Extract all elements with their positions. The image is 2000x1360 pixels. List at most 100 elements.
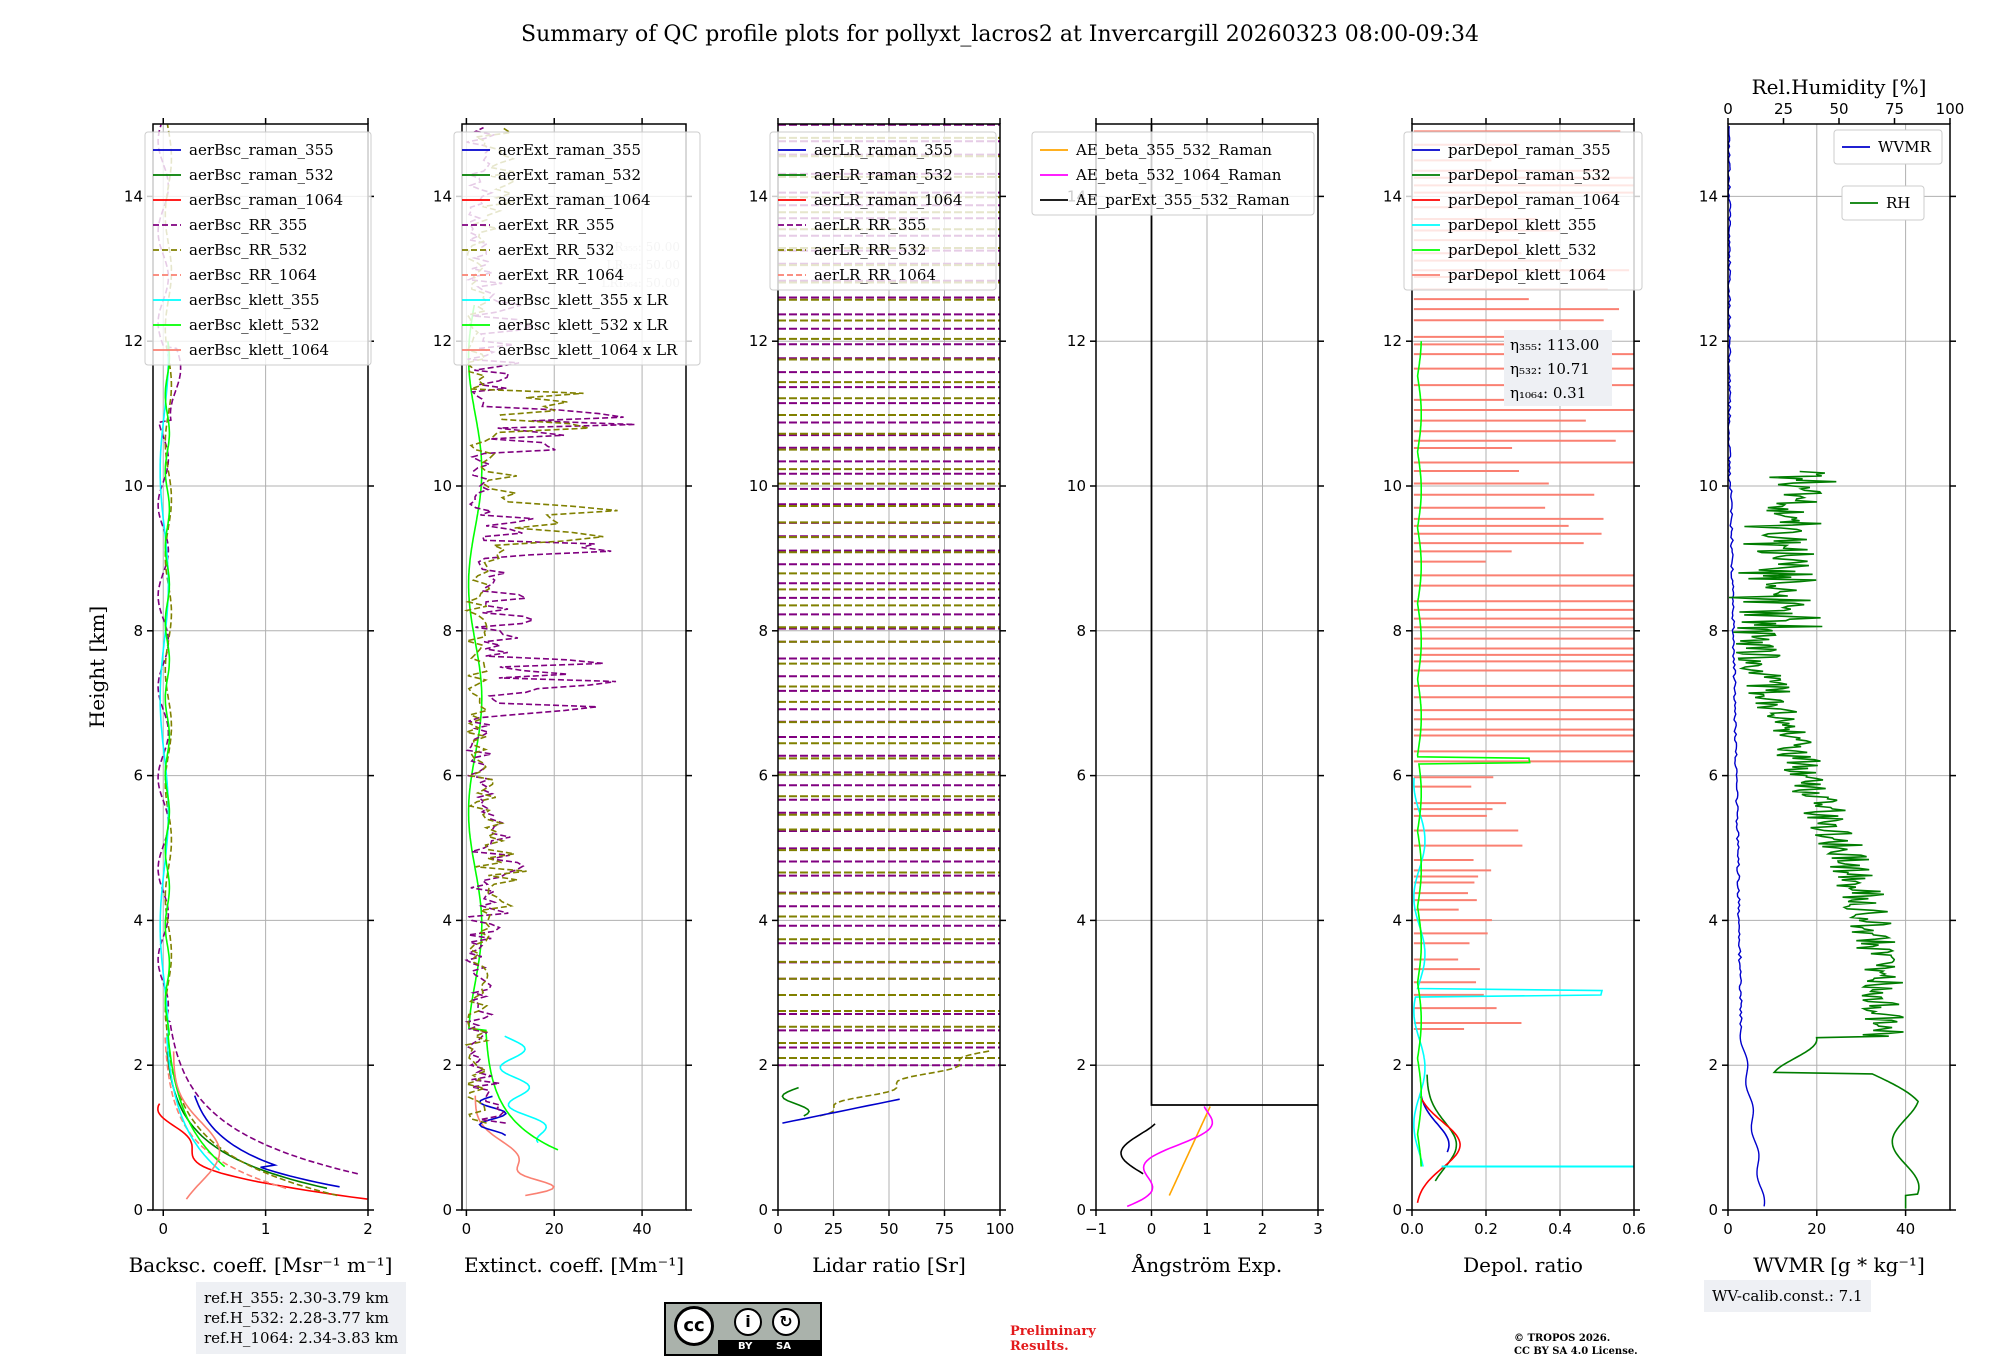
eta-label-2: η₁₀₆₄: 0.31 [1510, 384, 1586, 402]
legend-label-0: WVMR [1878, 138, 1932, 156]
preliminary-note: Preliminary Results. [1010, 1324, 1096, 1354]
legend-label-8: aerBsc_klett_1064 x LR [498, 341, 678, 359]
cc-logo-icon: cc [674, 1306, 714, 1346]
line-AE_parExt_355_532_Raman [1150, 124, 1318, 1106]
line-AE_beta_532_1064_Raman [1126, 1106, 1214, 1208]
ytick-label-0: 0 [758, 1201, 768, 1219]
line-aerExt_RR_532 [463, 127, 618, 1124]
ref-heights-box: ref.H_355: 2.30-3.79 km ref.H_532: 2.28-… [196, 1282, 407, 1354]
xtick-label-0: 0 [1723, 1220, 1733, 1238]
xtick-label-1: 20 [1807, 1220, 1826, 1238]
ytick-label-7: 14 [124, 187, 143, 205]
legend-label-2: AE_parExt_355_532_Raman [1075, 191, 1290, 209]
legend-label-1: aerLR_raman_532 [814, 166, 953, 184]
ytick-label-7: 14 [1699, 187, 1718, 205]
line-WVMR [1728, 126, 1766, 1207]
line-aerBsc_klett_355xLR [499, 1035, 548, 1144]
ytick-label-1: 2 [1392, 1056, 1402, 1074]
ytick-label-3: 6 [133, 767, 143, 785]
copyright-line-2: CC BY SA 4.0 License. [1514, 1346, 1638, 1357]
x2tick-label-2: 50 [1829, 100, 1848, 118]
ref-height-532: ref.H_532: 2.28-3.77 km [204, 1309, 389, 1327]
ytick-label-3: 6 [1392, 767, 1402, 785]
x2tick-label-0: 0 [1723, 100, 1733, 118]
line-RH [1728, 470, 1920, 1209]
copyright-line-1: © TROPOS 2026. [1514, 1333, 1611, 1344]
line-parDepol_raman_1064 [1416, 1095, 1461, 1203]
ytick-label-1: 2 [1076, 1056, 1086, 1074]
xtick-label-1: 0.2 [1474, 1220, 1498, 1238]
legend-label-3: aerBsc_RR_355 [189, 216, 307, 234]
ytick-label-4: 8 [758, 622, 768, 640]
ytick-label-2: 4 [1708, 911, 1718, 929]
xtick-label-1: 0 [1147, 1220, 1157, 1238]
ytick-label-0: 0 [1076, 1201, 1086, 1219]
sa-share-icon: ↻ [772, 1308, 800, 1336]
x-axis-label: Depol. ratio [1463, 1253, 1583, 1277]
legend-label-4: aerExt_RR_532 [498, 241, 615, 259]
legend-frame [144, 131, 372, 366]
copyright-note: © TROPOS 2026. CC BY SA 4.0 License. [1514, 1332, 1638, 1358]
legend: WVMR RH [1833, 129, 1943, 221]
legend-frame-wvmr [1833, 129, 1943, 165]
legend-label-4: parDepol_klett_532 [1448, 241, 1597, 259]
ytick-label-1: 2 [1708, 1056, 1718, 1074]
ytick-label-6: 12 [124, 332, 143, 350]
line-parDepol_klett_355 [1413, 777, 1604, 1167]
ytick-label-5: 10 [433, 477, 452, 495]
preliminary-line-1: Preliminary [1010, 1324, 1096, 1339]
wv-calib-box: WV-calib.const.: 7.1 [1704, 1280, 1871, 1312]
legend-label-8: aerBsc_klett_1064 [189, 341, 329, 359]
ytick-label-6: 12 [749, 332, 768, 350]
eta-box: η₃₅₅: 113.00 η₅₃₂: 10.71 η₁₀₆₄: 0.31 [1504, 330, 1612, 406]
xtick-label-0: 0 [462, 1220, 472, 1238]
ytick-label-1: 2 [758, 1056, 768, 1074]
x-axis-label: WVMR [g * kg⁻¹] [1753, 1253, 1925, 1277]
legend-label-5: parDepol_klett_1064 [1448, 266, 1606, 284]
panel-frame [777, 123, 1001, 1211]
legend-label-3: parDepol_klett_355 [1448, 216, 1597, 234]
ytick-label-1: 2 [442, 1056, 452, 1074]
legend-label-3: aerLR_RR_355 [814, 216, 926, 234]
ytick-label-6: 12 [1699, 332, 1718, 350]
ytick-label-0: 0 [133, 1201, 143, 1219]
ref-height-1064: ref.H_1064: 2.34-3.83 km [204, 1329, 399, 1347]
line-aerBsc_RR_1064 [164, 1036, 287, 1190]
legend-label-6: aerBsc_klett_355 x LR [498, 291, 669, 309]
ytick-label-7: 14 [1383, 187, 1402, 205]
xtick-label-3: 0.6 [1622, 1220, 1646, 1238]
legend: AE_beta_355_532_Raman AE_beta_532_1064_Ra… [1031, 131, 1315, 216]
line-parDepol_raman_532 [1426, 1074, 1458, 1182]
ytick-label-2: 4 [1392, 911, 1402, 929]
ytick-label-5: 10 [1067, 477, 1086, 495]
line-aerBsc_raman_532 [166, 1051, 328, 1190]
ytick-label-1: 2 [133, 1056, 143, 1074]
xtick-label-0: 0 [158, 1220, 168, 1238]
xtick-label-0: −1 [1085, 1220, 1107, 1238]
xtick-label-2: 40 [1896, 1220, 1915, 1238]
xtick-label-2: 40 [633, 1220, 652, 1238]
line-AE_beta_355_532_Raman [1168, 1106, 1211, 1196]
legend-label-3: aerExt_RR_355 [498, 216, 615, 234]
legend-frame [1403, 131, 1643, 291]
line-AE_parExt-low [1120, 1123, 1156, 1175]
legend-label-0: aerBsc_raman_355 [189, 141, 334, 159]
line-aerBsc_raman_1064 [157, 1103, 368, 1200]
legend-label-2: aerBsc_raman_1064 [189, 191, 343, 209]
eta-box-bg [1504, 330, 1612, 406]
ytick-label-3: 6 [442, 767, 452, 785]
legend-label-2: aerLR_raman_1064 [814, 191, 962, 209]
panel-frame [152, 123, 369, 1211]
panel-3: 0 2 4 6 8 10 12 14 0 25 50 75 100 Lidar ratio [Sr] aer… [749, 118, 1014, 1277]
ytick-label-2: 4 [1076, 911, 1086, 929]
ytick-label-2: 4 [133, 911, 143, 929]
ytick-label-4: 8 [442, 622, 452, 640]
panel-5: 0 2 4 6 8 10 12 14 0.0 0.2 0.4 0.6 η₃₅₅: 113.00 η₅₃₂:… [1383, 118, 1646, 1277]
line-aerBsc_raman_355 [193, 1095, 340, 1188]
panel-frame [1727, 123, 1951, 1211]
legend-label-7: aerBsc_klett_532 x LR [498, 316, 669, 334]
legend-label-2: aerExt_raman_1064 [498, 191, 651, 209]
ytick-label-7: 14 [749, 187, 768, 205]
